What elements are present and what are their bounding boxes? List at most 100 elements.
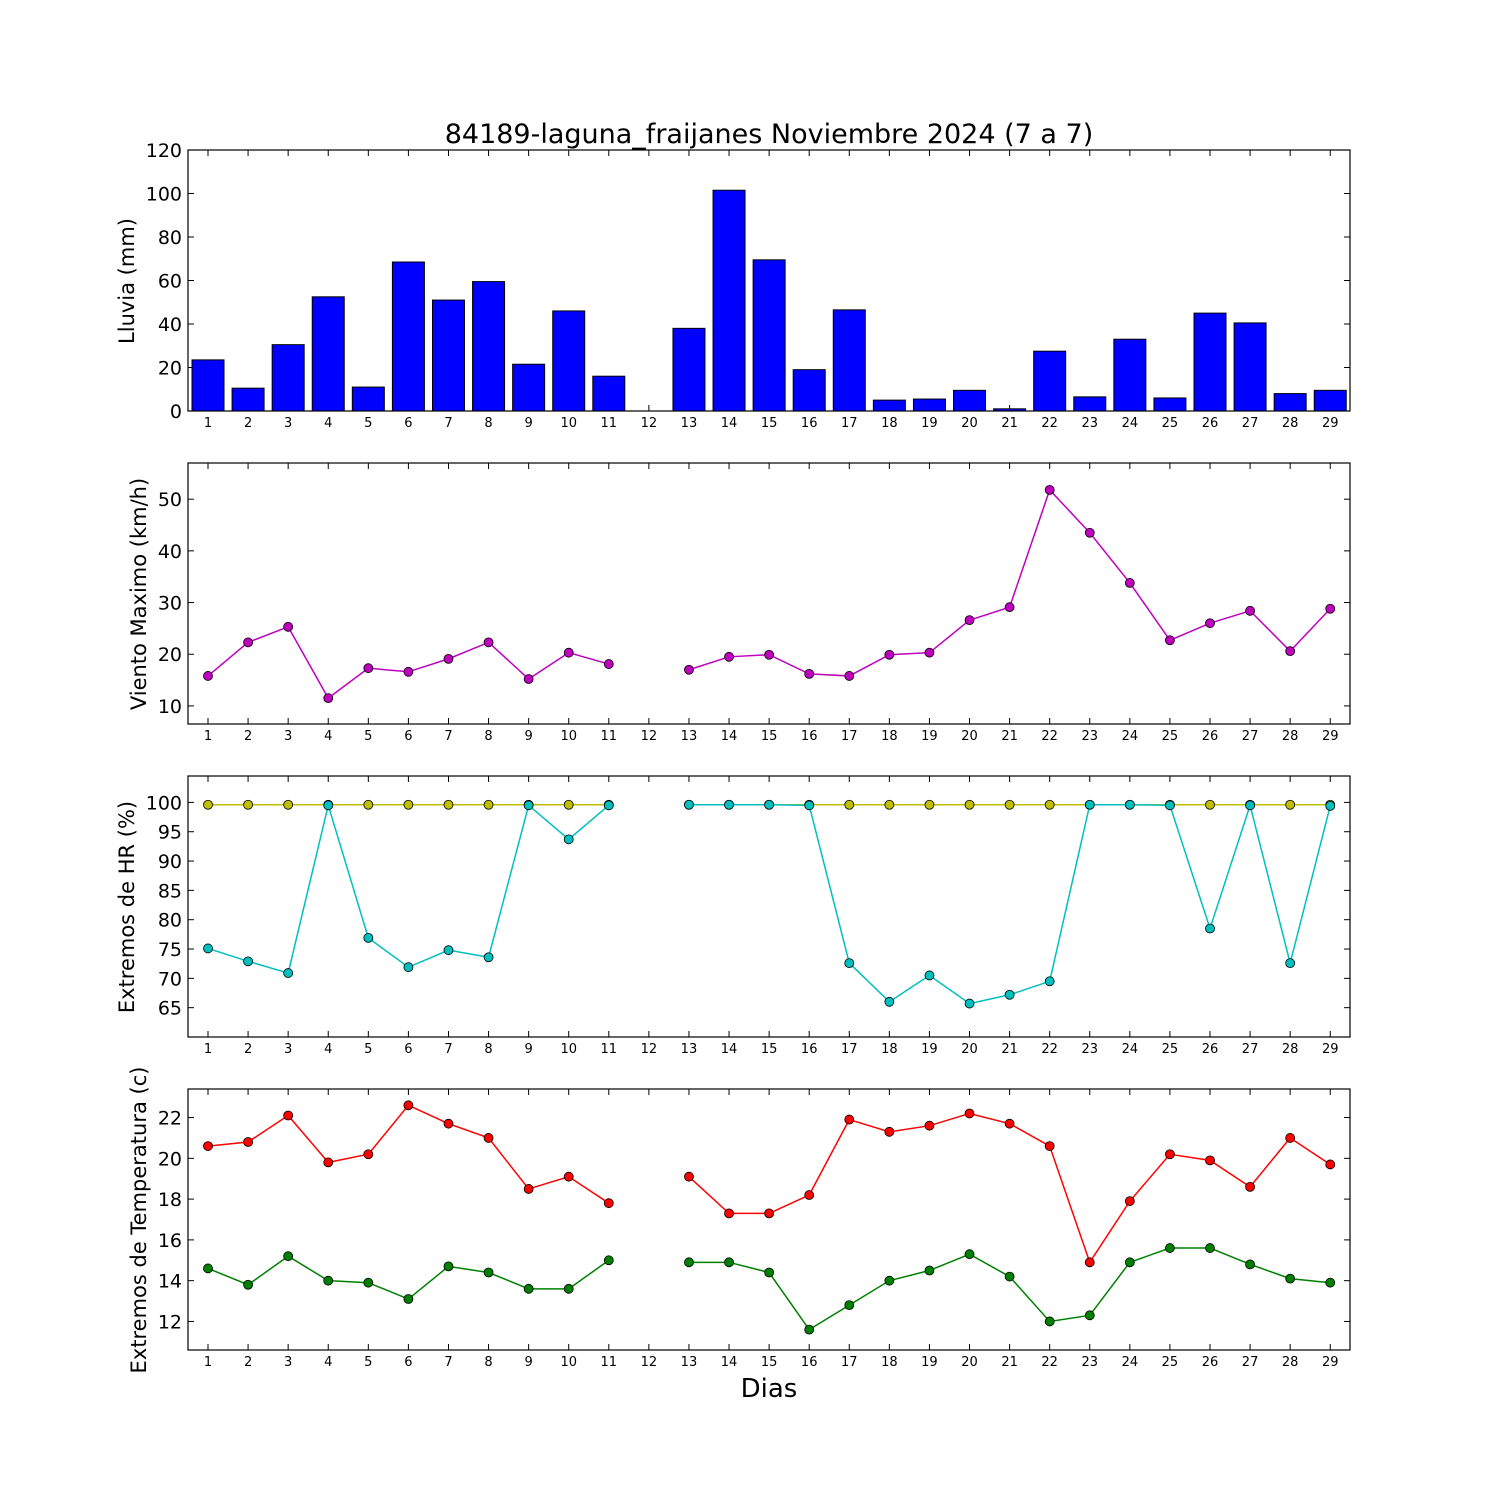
humidity-series-1-point: [1044, 976, 1055, 987]
humidity-xtick-label: 28: [1282, 1042, 1299, 1057]
temperature-ytick-label: 20: [158, 1148, 182, 1170]
temperature-ytick-label: 22: [158, 1108, 182, 1130]
humidity-ytick-label: 70: [158, 968, 182, 990]
humidity-xtick-label: 24: [1122, 1042, 1139, 1057]
wind-xtick-label: 8: [484, 729, 492, 744]
y-axis-label-wind: Viento Maximo (km/h): [127, 478, 151, 710]
rainfall-ytick-label: 60: [158, 271, 182, 293]
rainfall-bar: [712, 189, 746, 412]
temperature-series-0-point: [563, 1171, 574, 1182]
rainfall-xtick-label: 20: [961, 416, 978, 431]
temperature-series-0-point: [1084, 1257, 1095, 1268]
wind-axes-frame: [187, 462, 1351, 725]
temperature-series-1-point: [443, 1261, 454, 1272]
wind-xtick-label: 28: [1282, 729, 1299, 744]
rainfall-xtick-label: 9: [524, 416, 532, 431]
rainfall-bar: [1233, 322, 1267, 412]
temperature-xtick-label: 20: [961, 1355, 978, 1370]
rainfall-bar: [552, 310, 586, 412]
temperature-series-0-line: [207, 1104, 1331, 1265]
wind-xtick-label: 12: [641, 729, 658, 744]
temperature-series-0-point: [684, 1171, 694, 1182]
wind-series-0-point: [1245, 605, 1255, 616]
humidity-xtick-label: 27: [1242, 1042, 1259, 1057]
humidity-series-1-point: [1165, 800, 1175, 811]
wind-xtick-label: 14: [721, 729, 738, 744]
wind-ytick-label: 20: [158, 644, 182, 666]
wind-xtick-label: 19: [921, 729, 938, 744]
temperature-series-0-point: [884, 1126, 895, 1137]
humidity-xtick-label: 10: [560, 1042, 577, 1057]
temperature-xtick-label: 22: [1041, 1355, 1058, 1370]
humidity-series-0-point: [1205, 799, 1215, 810]
humidity-axes-frame: [187, 775, 1351, 1038]
rainfall-ytick-label: 20: [158, 358, 182, 380]
humidity-xtick-label: 7: [444, 1042, 452, 1057]
humidity-series-0-point: [443, 799, 454, 810]
rainfall-xtick-label: 27: [1242, 416, 1259, 431]
humidity-xtick-label: 20: [961, 1042, 978, 1057]
temperature-series-1-point: [1124, 1257, 1135, 1268]
temperature-xtick-label: 29: [1322, 1355, 1339, 1370]
temperature-series-1-point: [1044, 1316, 1055, 1327]
temperature-series-1-point: [483, 1267, 494, 1278]
temperature-series-0-point: [764, 1208, 775, 1219]
humidity-ytick-label: 75: [158, 939, 182, 961]
rainfall-bar: [752, 259, 786, 412]
wind-series-0-point: [764, 649, 775, 660]
wind-series-0-point: [1205, 618, 1215, 629]
y-axis-label-rainfall: Lluvia (mm): [115, 218, 139, 344]
humidity-xtick-label: 3: [284, 1042, 292, 1057]
humidity-series-0-point: [1004, 799, 1015, 810]
temperature-series-0-point: [323, 1157, 334, 1168]
humidity-series-0-point: [483, 799, 494, 810]
rainfall-bar: [1073, 396, 1107, 412]
temperature-series-1-line: [207, 1247, 1331, 1331]
humidity-ytick-label: 80: [158, 910, 182, 932]
humidity-xtick-label: 5: [364, 1042, 372, 1057]
rainfall-bar: [311, 296, 345, 412]
humidity-ytick-label: 65: [158, 998, 182, 1020]
rainfall-xtick-label: 13: [681, 416, 698, 431]
rainfall-xtick-label: 17: [841, 416, 858, 431]
temperature-series-1-point: [283, 1251, 294, 1262]
temperature-series-1-point: [724, 1257, 734, 1268]
temperature-series-1-point: [1004, 1271, 1015, 1282]
humidity-xtick-label: 11: [601, 1042, 618, 1057]
humidity-series-1-point: [203, 943, 213, 954]
wind-series-0-point: [964, 615, 975, 626]
wind-series-0-point: [483, 637, 494, 648]
temperature-xtick-label: 4: [324, 1355, 332, 1370]
wind-series-0-point: [403, 666, 414, 677]
panel-temperature: Extremos de Temperatura (c) 121416182022…: [127, 1067, 1351, 1373]
wind-xtick-label: 6: [404, 729, 412, 744]
humidity-xtick-label: 16: [801, 1042, 818, 1057]
rainfall-bar: [592, 375, 626, 412]
rainfall-bar: [472, 281, 506, 412]
temperature-series-0-point: [1044, 1141, 1055, 1151]
temperature-xtick-label: 23: [1081, 1355, 1098, 1370]
temperature-series-0-point: [443, 1118, 454, 1129]
humidity-ytick-label: 100: [146, 792, 182, 814]
temperature-xtick-label: 17: [841, 1355, 858, 1370]
rainfall-ytick-label: 100: [146, 184, 182, 206]
wind-series-0-point: [884, 649, 895, 660]
temperature-ytick-label: 16: [158, 1230, 182, 1252]
temperature-series-0-point: [203, 1141, 213, 1151]
temperature-xtick-label: 28: [1282, 1355, 1299, 1370]
rainfall-bar: [351, 386, 385, 412]
wind-xtick-label: 23: [1081, 729, 1098, 744]
temperature-series-0-point: [1325, 1159, 1336, 1170]
rainfall-bar: [191, 359, 225, 412]
temperature-xtick-label: 15: [761, 1355, 778, 1370]
humidity-series-0-point: [844, 799, 855, 810]
rainfall-xtick-label: 26: [1202, 416, 1219, 431]
temperature-xtick-label: 1: [204, 1355, 212, 1370]
humidity-series-1-point: [443, 945, 454, 956]
humidity-xtick-label: 12: [641, 1042, 658, 1057]
humidity-series-1-point: [1285, 958, 1296, 968]
temperature-series-0-point: [1245, 1181, 1255, 1192]
rainfall-xtick-label: 5: [364, 416, 372, 431]
